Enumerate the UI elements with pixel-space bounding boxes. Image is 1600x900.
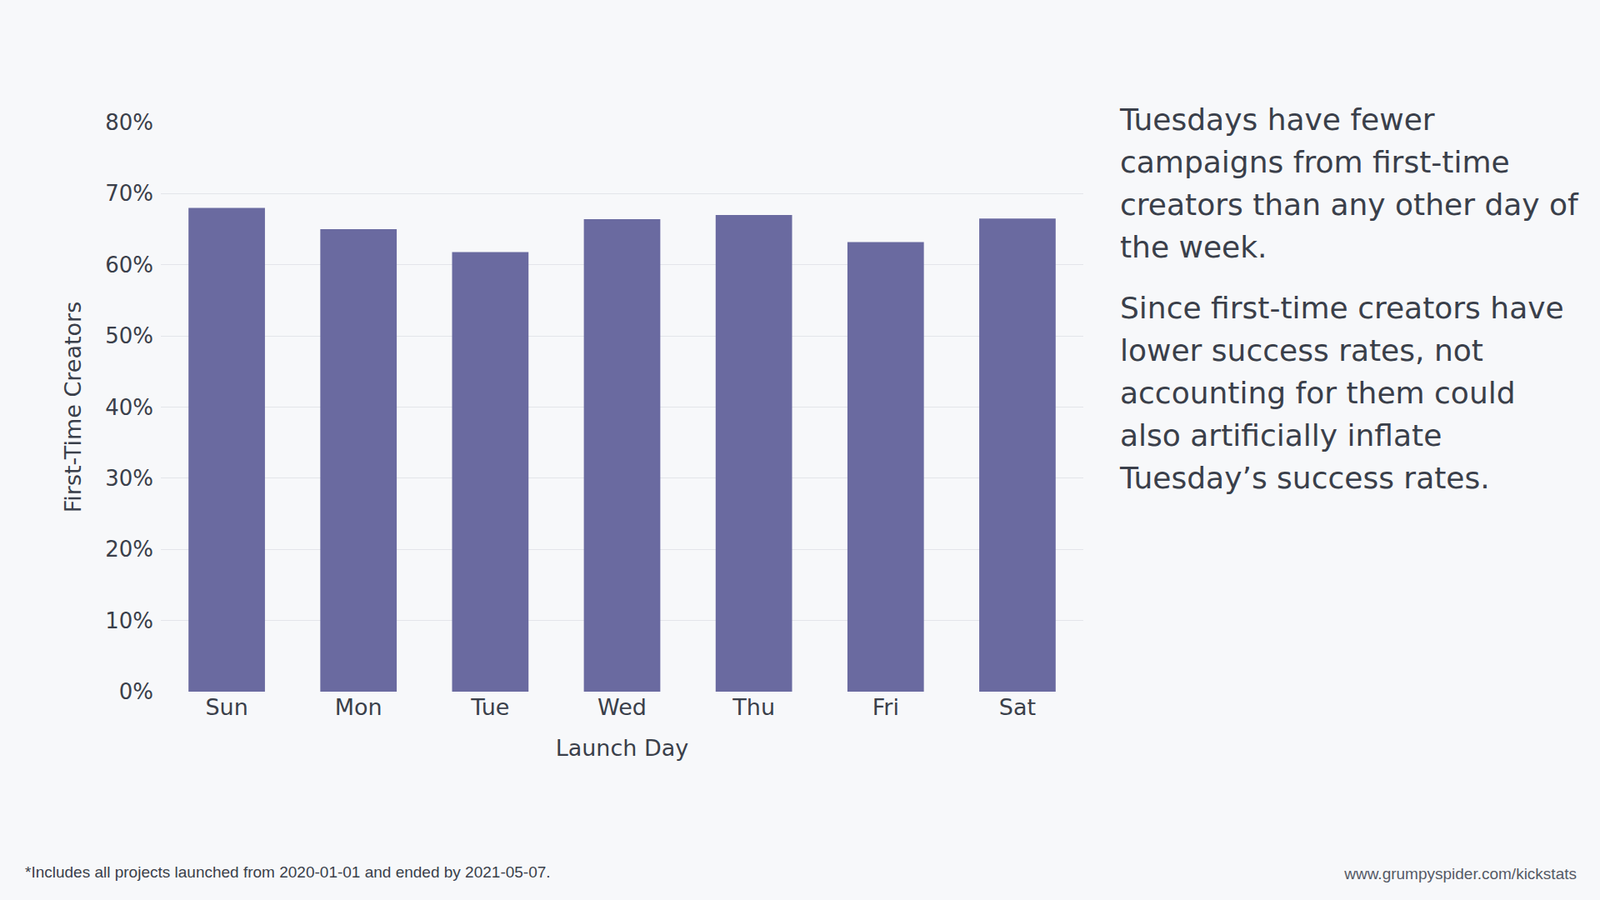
svg-text:Fri: Fri: [872, 694, 900, 720]
svg-text:Thu: Thu: [731, 694, 775, 720]
svg-text:Launch Day: Launch Day: [555, 735, 690, 761]
html-text:Tuesdays have fewer campaigns: Tuesdays have fewer campaigns from first…: [1120, 102, 1579, 265]
svg-text:Wed: Wed: [597, 694, 647, 720]
svg-text:60%: 60%: [105, 252, 154, 278]
svg-text:30%: 30%: [105, 465, 154, 491]
svg-text:10%: 10%: [105, 608, 154, 634]
svg-text:50%: 50%: [105, 323, 154, 349]
svg-text:80%: 80%: [105, 110, 154, 135]
svg-text:Mon: Mon: [335, 694, 383, 720]
svg-text:First-Time Creators: First-Time Creators: [60, 301, 86, 514]
svg-text:Tue: Tue: [470, 694, 510, 720]
html-text:www.grumpyspider.com/kickstats: www.grumpyspider.com/kickstats: [1344, 865, 1577, 883]
svg-text:40%: 40%: [105, 395, 154, 420]
svg-text:70%: 70%: [105, 180, 154, 206]
svg-text:20%: 20%: [105, 536, 154, 562]
svg-text:0%: 0%: [119, 679, 154, 705]
html-text:Since first-time creators have: Since first-time creators have lower suc…: [1120, 290, 1564, 495]
html-text:*Includes all projects launche: *Includes all projects launched from 202…: [25, 863, 551, 881]
svg-text:Sun: Sun: [205, 694, 248, 720]
svg-text:Sat: Sat: [999, 694, 1036, 720]
